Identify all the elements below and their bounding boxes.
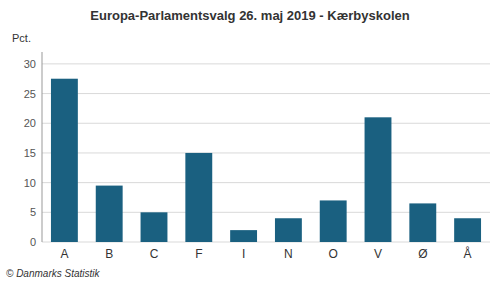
x-tick-label: N [284, 247, 293, 261]
y-tick-label: 25 [24, 88, 36, 100]
bar [141, 212, 168, 242]
y-tick-label: 10 [24, 177, 36, 189]
grid-line [42, 93, 490, 94]
grid-line [42, 63, 490, 64]
grid-line [42, 123, 490, 124]
x-tick-label: Ø [418, 247, 427, 261]
bar [409, 203, 436, 242]
bar [454, 218, 481, 242]
y-grid [42, 64, 490, 242]
x-tick-label: I [242, 247, 245, 261]
x-tick-label: O [329, 247, 338, 261]
y-tick-label: 30 [24, 58, 36, 70]
x-tick-label: Å [464, 246, 472, 261]
grid-line [42, 182, 490, 183]
bar [185, 153, 212, 242]
bar [365, 117, 392, 242]
bar [320, 200, 347, 242]
x-tick-label: C [150, 247, 159, 261]
x-tick-label: A [60, 247, 68, 261]
y-tick-label: 5 [30, 206, 36, 218]
y-axis-label: Pct. [12, 32, 31, 44]
bar [230, 230, 257, 242]
y-axis-line [42, 52, 43, 242]
footer: © Danmarks Statistik [6, 268, 101, 279]
bars [51, 79, 481, 242]
title: Europa-Parlamentsvalg 26. maj 2019 - Kær… [90, 8, 409, 23]
y-tick-label: 20 [24, 117, 36, 129]
bar [275, 218, 302, 242]
x-tick-label: F [195, 247, 202, 261]
bar [51, 79, 78, 242]
x-tick-label: B [105, 247, 113, 261]
y-tick-label: 15 [24, 147, 36, 159]
grid-line [42, 152, 490, 153]
x-tick-label: V [374, 247, 382, 261]
y-tick-label: 0 [30, 236, 36, 248]
bar [96, 186, 123, 242]
chart: Europa-Parlamentsvalg 26. maj 2019 - Kær… [0, 0, 500, 282]
